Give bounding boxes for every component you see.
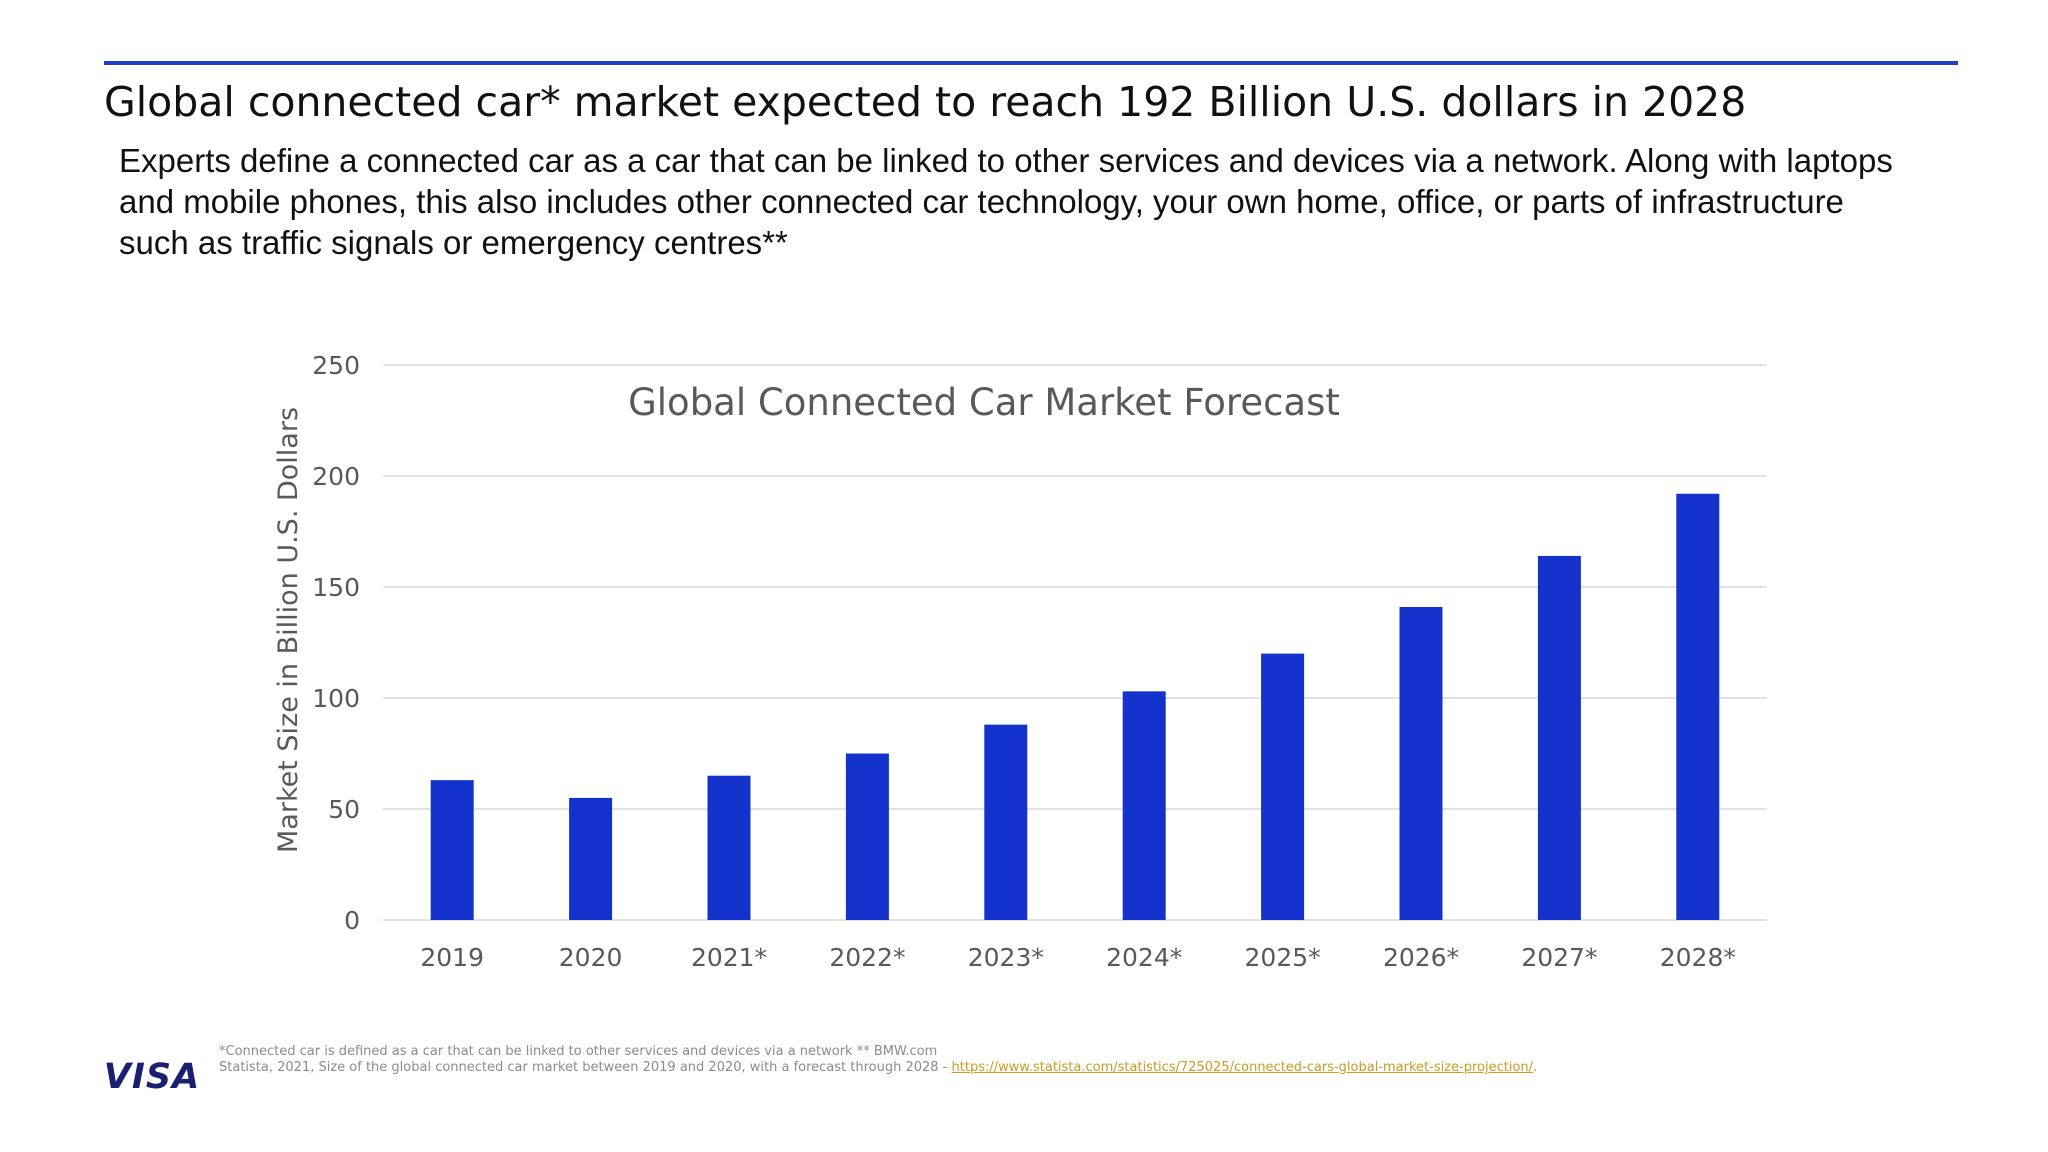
footnote-source-end: . bbox=[1533, 1060, 1538, 1075]
chart-gridlines bbox=[383, 364, 1767, 921]
x-axis-tick-labels: 2019 2020 2021* 2022* 2023* 2024* 2025* 2026* 20… bbox=[420, 943, 1735, 972]
x-tick-label: 2027* bbox=[1521, 943, 1597, 972]
y-tick-label: 100 bbox=[312, 684, 360, 713]
bar-2020 bbox=[569, 797, 613, 920]
y-tick-label: 150 bbox=[312, 573, 360, 602]
bar-2022 bbox=[845, 753, 889, 920]
y-tick-label: 0 bbox=[344, 906, 360, 935]
footnote-definition: *Connected car is defined as a car that … bbox=[219, 1044, 938, 1059]
y-tick-label: 200 bbox=[312, 462, 360, 491]
y-axis-label: Market Size in Billion U.S. Dollars bbox=[273, 407, 304, 853]
bar-2025 bbox=[1261, 653, 1305, 920]
footnotes: *Connected car is defined as a car that … bbox=[219, 1044, 1969, 1076]
x-tick-label: 2022* bbox=[829, 943, 905, 972]
footnote-source: Statista, 2021, Size of the global conne… bbox=[219, 1060, 1969, 1076]
page-title: Global connected car* market expected to… bbox=[104, 78, 1747, 126]
chart-bars bbox=[430, 493, 1720, 920]
source-link[interactable]: https://www.statista.com/statistics/7250… bbox=[951, 1060, 1534, 1075]
visa-logo-text: VISA bbox=[104, 1057, 200, 1095]
bar-2023 bbox=[984, 724, 1028, 920]
page-subtitle: Experts define a connected car as a car … bbox=[119, 142, 1893, 261]
footnote-source-text: Statista, 2021, Size of the global conne… bbox=[219, 1060, 952, 1075]
x-tick-label: 2021* bbox=[691, 943, 767, 972]
x-tick-label: 2019 bbox=[420, 943, 484, 972]
chart-title: Global Connected Car Market Forecast bbox=[628, 381, 1340, 424]
visa-logo: VISA bbox=[104, 1057, 200, 1095]
x-tick-label: 2024* bbox=[1106, 943, 1182, 972]
top-accent-rule bbox=[104, 61, 1958, 65]
bar-2028 bbox=[1676, 493, 1720, 920]
bar-2027 bbox=[1537, 555, 1581, 920]
x-tick-label: 2020 bbox=[559, 943, 623, 972]
bar-2026 bbox=[1399, 606, 1443, 920]
bar-2021 bbox=[707, 775, 751, 920]
x-tick-label: 2023* bbox=[968, 943, 1044, 972]
x-tick-label: 2026* bbox=[1383, 943, 1459, 972]
y-axis-tick-labels: 0 50 100 150 200 250 bbox=[312, 351, 360, 935]
x-tick-label: 2025* bbox=[1245, 943, 1321, 972]
bar-2024 bbox=[1122, 691, 1166, 920]
x-tick-label: 2028* bbox=[1660, 943, 1736, 972]
bar-2019 bbox=[430, 780, 474, 920]
y-tick-label: 250 bbox=[312, 351, 360, 380]
y-tick-label: 50 bbox=[328, 795, 360, 824]
